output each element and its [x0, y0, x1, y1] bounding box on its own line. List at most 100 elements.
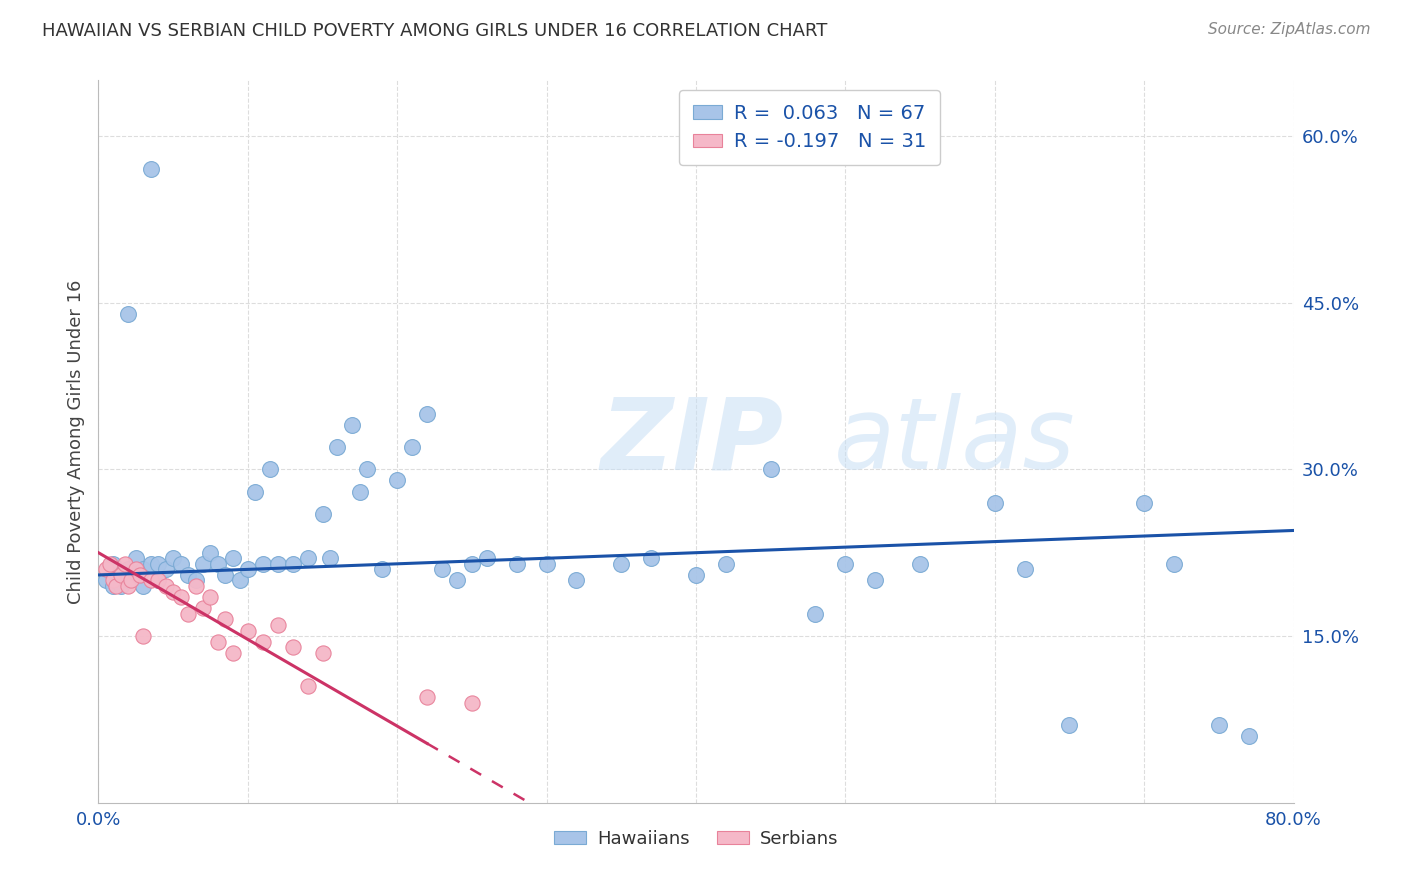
Point: [117, 307, 139, 321]
Point: [132, 562, 155, 576]
Point: [103, 579, 125, 593]
Point: [385, 474, 409, 488]
Legend: Hawaiians, Serbians: Hawaiians, Serbians: [547, 822, 845, 855]
Point: [125, 551, 148, 566]
Point: [267, 557, 290, 571]
Point: [416, 690, 439, 705]
Point: [834, 557, 856, 571]
Point: [565, 574, 588, 588]
Point: [110, 568, 132, 582]
Point: [184, 574, 207, 588]
Point: [117, 574, 139, 588]
Point: [416, 407, 439, 421]
Text: Source: ZipAtlas.com: Source: ZipAtlas.com: [1208, 22, 1371, 37]
Point: [105, 579, 128, 593]
Point: [259, 462, 281, 476]
Point: [536, 557, 558, 571]
Point: [132, 629, 155, 643]
Point: [129, 568, 152, 582]
Point: [207, 634, 229, 648]
Point: [117, 562, 139, 576]
Point: [222, 646, 245, 660]
Point: [139, 574, 162, 588]
Point: [610, 557, 633, 571]
Point: [222, 551, 245, 566]
Point: [191, 601, 214, 615]
Point: [200, 590, 222, 604]
Point: [117, 579, 139, 593]
Point: [148, 557, 170, 571]
Point: [804, 607, 827, 621]
Point: [103, 557, 125, 571]
Point: [281, 640, 304, 655]
Point: [110, 579, 132, 593]
Point: [103, 574, 125, 588]
Point: [236, 624, 259, 638]
Text: HAWAIIAN VS SERBIAN CHILD POVERTY AMONG GIRLS UNDER 16 CORRELATION CHART: HAWAIIAN VS SERBIAN CHILD POVERTY AMONG …: [42, 22, 828, 40]
Text: atlas: atlas: [834, 393, 1076, 490]
Point: [430, 562, 453, 576]
Point: [169, 590, 191, 604]
Point: [371, 562, 394, 576]
Point: [191, 557, 214, 571]
Point: [342, 417, 364, 432]
Point: [252, 557, 274, 571]
Point: [139, 162, 162, 177]
Point: [132, 579, 155, 593]
Point: [169, 557, 191, 571]
Point: [1059, 718, 1081, 732]
Point: [177, 568, 200, 582]
Point: [475, 551, 498, 566]
Point: [714, 557, 737, 571]
Point: [110, 568, 132, 582]
Point: [297, 551, 319, 566]
Point: [139, 557, 162, 571]
Point: [267, 618, 290, 632]
Point: [1237, 729, 1260, 743]
Point: [281, 557, 304, 571]
Point: [506, 557, 529, 571]
Point: [640, 551, 662, 566]
Point: [229, 574, 252, 588]
Point: [252, 634, 274, 648]
Point: [984, 496, 1007, 510]
Point: [401, 440, 423, 454]
Text: ZIP: ZIP: [600, 393, 783, 490]
Point: [311, 646, 333, 660]
Point: [114, 557, 136, 571]
Point: [1208, 718, 1230, 732]
Point: [461, 696, 484, 710]
Point: [177, 607, 200, 621]
Point: [148, 574, 170, 588]
Point: [1014, 562, 1036, 576]
Point: [184, 579, 207, 593]
Point: [94, 574, 117, 588]
Point: [155, 562, 177, 576]
Point: [120, 574, 142, 588]
Point: [214, 568, 236, 582]
Point: [200, 546, 222, 560]
Point: [125, 562, 148, 576]
Point: [207, 557, 229, 571]
Point: [1163, 557, 1185, 571]
Point: [162, 584, 184, 599]
Point: [908, 557, 931, 571]
Point: [214, 612, 236, 626]
Point: [356, 462, 378, 476]
Point: [349, 484, 371, 499]
Point: [148, 574, 170, 588]
Point: [685, 568, 707, 582]
Point: [94, 562, 117, 576]
Point: [1133, 496, 1156, 510]
Point: [311, 507, 333, 521]
Point: [759, 462, 782, 476]
Point: [326, 440, 349, 454]
Point: [297, 679, 319, 693]
Point: [98, 557, 122, 571]
Y-axis label: Child Poverty Among Girls Under 16: Child Poverty Among Girls Under 16: [66, 279, 84, 604]
Point: [162, 551, 184, 566]
Point: [446, 574, 468, 588]
Point: [236, 562, 259, 576]
Point: [125, 568, 148, 582]
Point: [319, 551, 342, 566]
